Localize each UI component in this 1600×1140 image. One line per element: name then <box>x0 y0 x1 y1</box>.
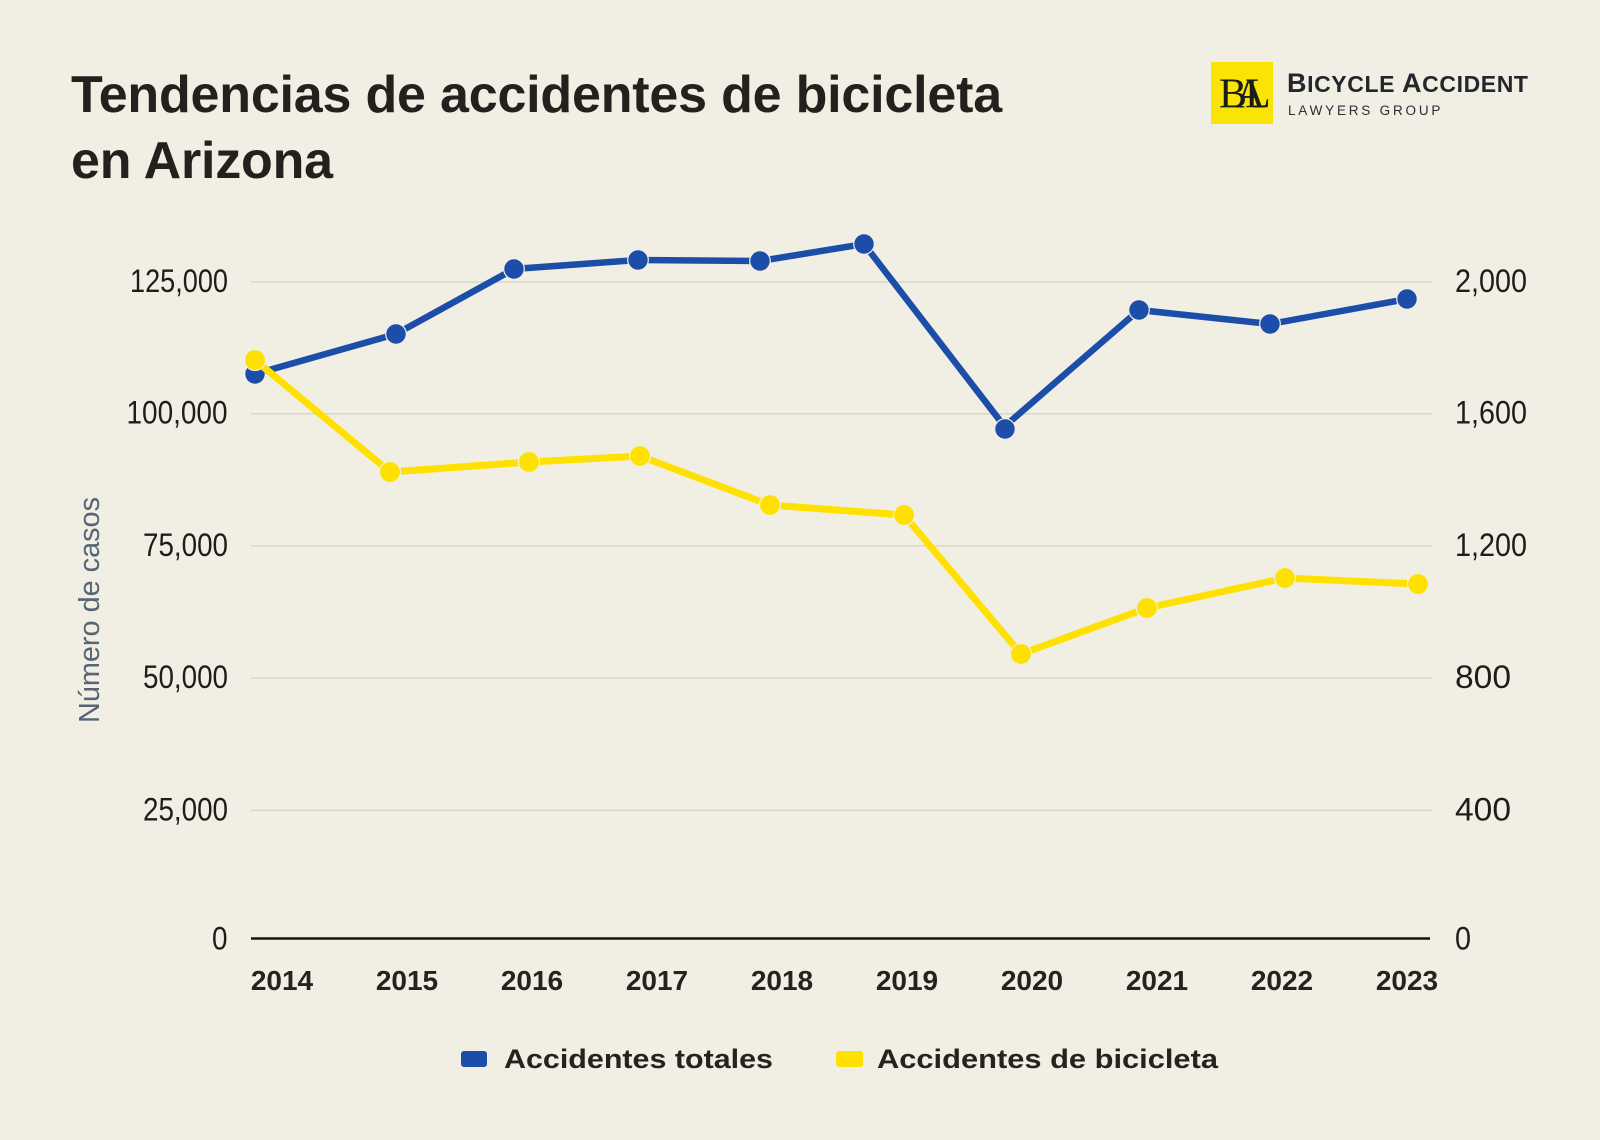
svg-text:800: 800 <box>1455 659 1511 695</box>
svg-text:Accidentes de bicicleta: Accidentes de bicicleta <box>877 1044 1219 1074</box>
svg-text:1,200: 1,200 <box>1455 527 1527 563</box>
svg-text:L: L <box>1245 72 1271 118</box>
svg-text:75,000: 75,000 <box>143 527 228 563</box>
svg-text:100,000: 100,000 <box>127 395 228 431</box>
svg-text:2021: 2021 <box>1126 965 1188 996</box>
svg-text:Número de casos: Número de casos <box>74 497 106 723</box>
svg-text:2020: 2020 <box>1001 965 1063 996</box>
svg-text:2018: 2018 <box>751 965 813 996</box>
svg-text:2023: 2023 <box>1376 965 1438 996</box>
svg-text:400: 400 <box>1455 791 1511 827</box>
svg-text:B: B <box>1219 72 1247 118</box>
svg-text:1,600: 1,600 <box>1455 395 1527 431</box>
svg-text:2014: 2014 <box>251 965 314 996</box>
svg-text:Accidentes totales: Accidentes totales <box>504 1044 773 1074</box>
svg-text:0: 0 <box>1455 921 1471 957</box>
svg-text:2016: 2016 <box>501 965 563 996</box>
svg-text:A: A <box>1235 72 1266 118</box>
svg-text:25,000: 25,000 <box>143 791 228 827</box>
svg-text:2022: 2022 <box>1251 965 1313 996</box>
svg-text:2017: 2017 <box>626 965 688 996</box>
svg-text:2015: 2015 <box>376 965 438 996</box>
svg-text:2019: 2019 <box>876 965 938 996</box>
svg-text:2,000: 2,000 <box>1455 263 1527 299</box>
svg-text:125,000: 125,000 <box>130 263 228 299</box>
svg-text:50,000: 50,000 <box>143 659 228 695</box>
svg-text:0: 0 <box>212 921 228 957</box>
